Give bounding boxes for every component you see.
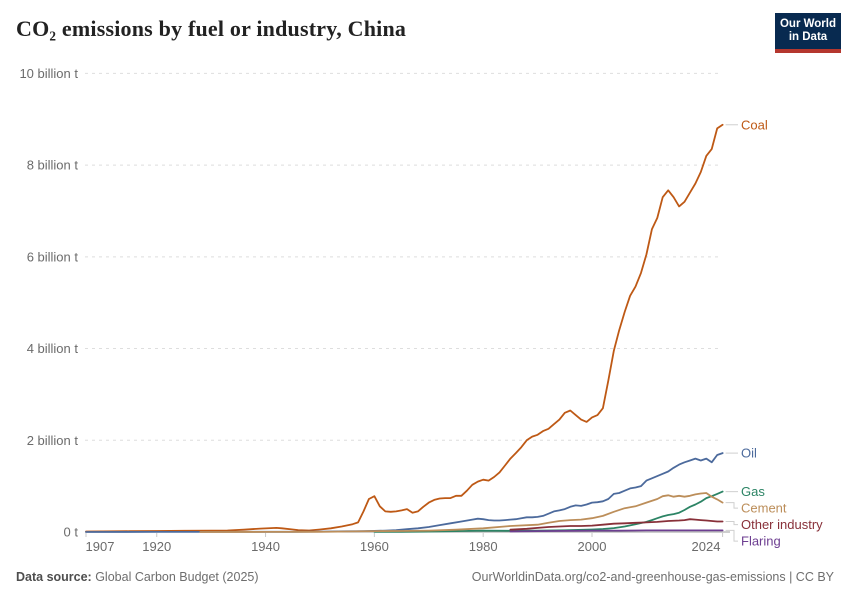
series-line-flaring [509, 529, 724, 533]
owid-logo-line1: Our World [779, 18, 836, 30]
x-tick-label-1920: 1920 [142, 539, 171, 554]
y-tick-label-4: 4 billion t [27, 341, 79, 356]
legend-connector-other-industry [725, 520, 738, 526]
series-line-gas [373, 490, 724, 533]
y-tick-label-2: 2 billion t [27, 433, 79, 448]
series-line-coal [85, 123, 724, 533]
x-tick-label-2024: 2024 [692, 539, 721, 554]
legend-connector-flaring [725, 529, 738, 542]
axes: 0 t 2 billion t 4 billion t 6 billion t 8 bi… [19, 66, 724, 554]
data-source-value: Global Carbon Budget (2025) [91, 570, 259, 584]
chart-title: CO₂ emissions by fuel or industry, China [16, 16, 407, 41]
legend-label-flaring[interactable]: Flaring [741, 534, 781, 549]
line-chart: 0 t 2 billion t 4 billion t 6 billion t 8 bi… [19, 66, 823, 554]
chart-footer: Data source: Global Carbon Budget (2025)… [0, 562, 850, 600]
series-line-oil [85, 452, 724, 533]
y-tick-label-10: 10 billion t [19, 66, 78, 81]
legend-label-coal[interactable]: Coal [741, 117, 768, 132]
data-source-label: Data source: [16, 570, 92, 584]
legend-connector-cement [725, 502, 738, 509]
legend-label-gas[interactable]: Gas [741, 484, 765, 499]
y-tick-label-8: 8 billion t [27, 158, 79, 173]
legend-label-other-industry[interactable]: Other industry [741, 517, 823, 532]
series-line-other-industry [509, 518, 724, 531]
x-tick-label-2000: 2000 [578, 539, 607, 554]
legend-label-oil[interactable]: Oil [741, 446, 757, 461]
series-line-cement [199, 492, 724, 533]
y-tick-label-6: 6 billion t [27, 249, 79, 264]
series-lines [85, 123, 724, 533]
x-tick-label-1980: 1980 [469, 539, 498, 554]
x-tick-label-1960: 1960 [360, 539, 389, 554]
x-tick-label-1940: 1940 [251, 539, 280, 554]
y-tick-label-0: 0 t [64, 525, 79, 540]
chart-header: CO₂ emissions by fuel or industry, China… [0, 0, 850, 62]
credit-link[interactable]: OurWorldinData.org/co2-and-greenhouse-ga… [471, 570, 834, 584]
owid-logo-line2: in Data [788, 31, 828, 43]
data-source-note: Data source: Global Carbon Budget (2025) [16, 570, 259, 584]
owid-logo[interactable]: Our World in Data [775, 13, 841, 53]
legend-label-cement[interactable]: Cement [741, 501, 787, 516]
gridlines [85, 72, 730, 533]
x-tick-label-1907: 1907 [86, 539, 115, 554]
